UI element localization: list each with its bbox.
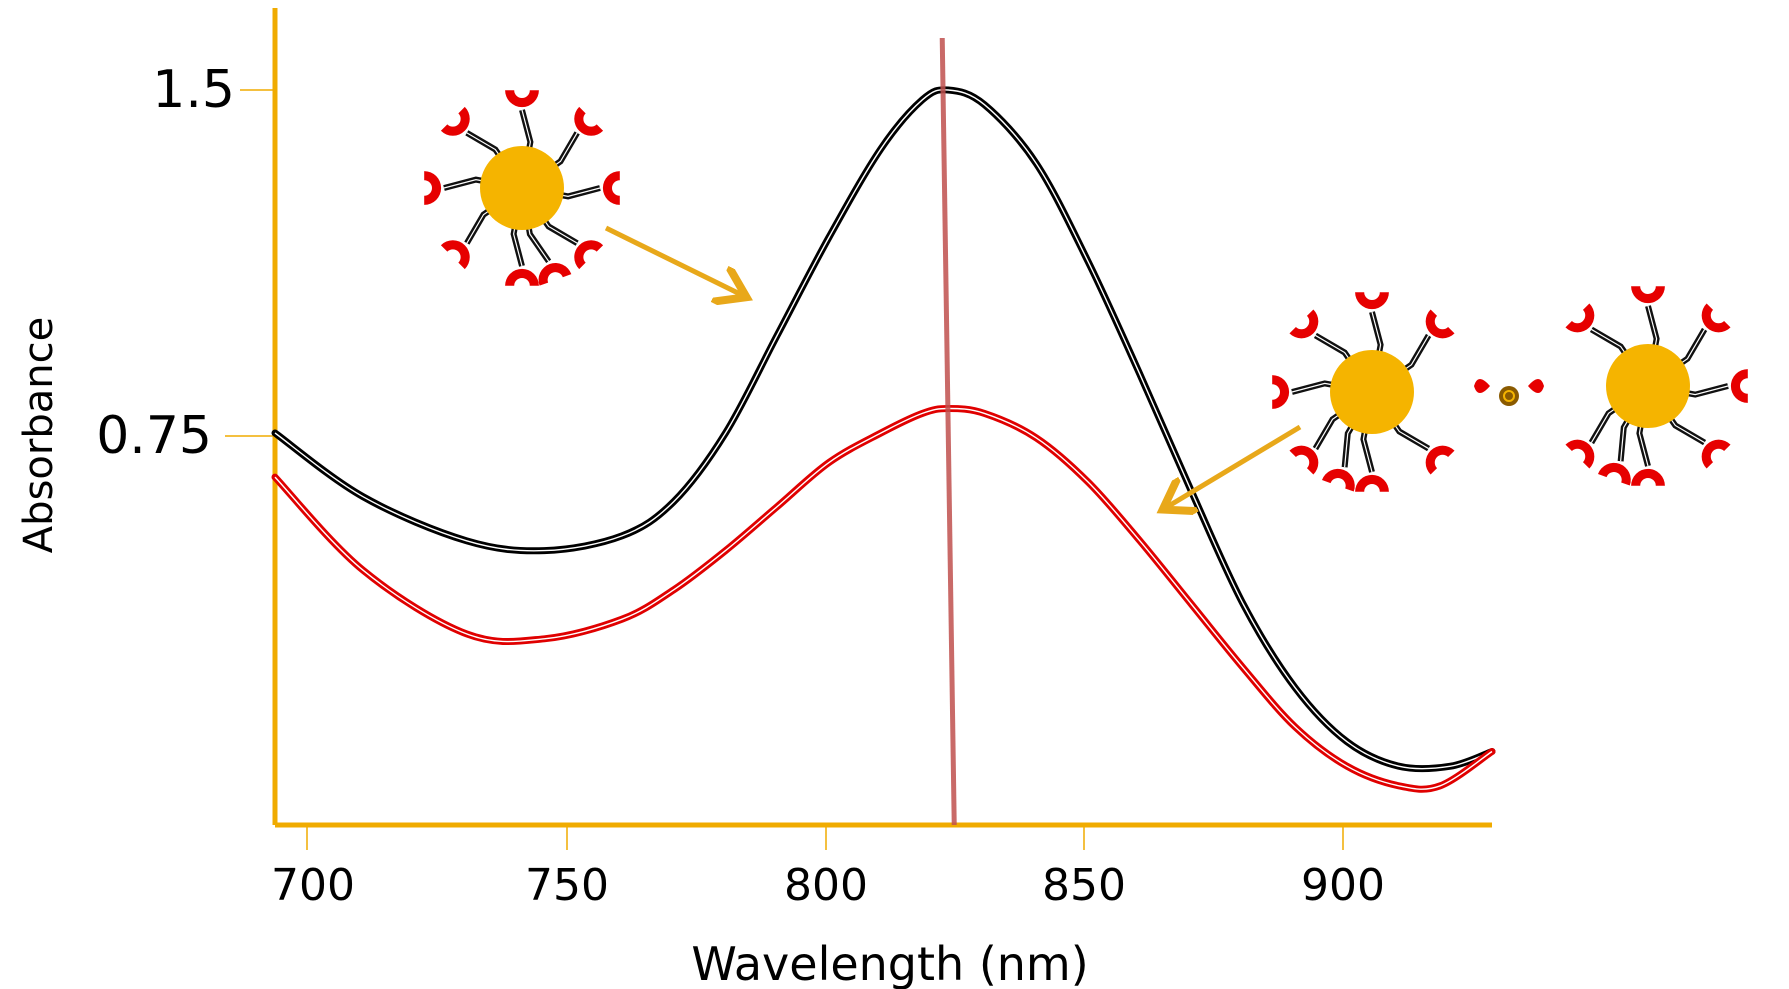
arrow-to-black-curve [604,225,742,295]
y-tick-labels: 1.5 0.75 [96,60,235,466]
y-tick-label: 1.5 [152,60,235,120]
receptor-icon [1701,303,1731,333]
dimer-nanoparticle-right [1565,286,1748,486]
receptor-icon [1631,468,1665,486]
receptor-icon [1289,445,1319,475]
dimer-bridge [1474,379,1544,406]
receptor-icon [505,90,539,108]
receptor-icon [440,240,470,270]
receptor-icon [1321,468,1355,492]
arrows [604,225,1302,507]
receptor-icon [1272,375,1290,409]
series-line-highlight-0 [274,89,1493,770]
receptor-icon [440,106,470,136]
x-tick-label: 850 [1042,860,1126,911]
receptor-icon [602,171,620,205]
arrow-to-red-curve [1167,424,1302,507]
nanoparticle-core [480,146,564,230]
receptor-icon [1355,474,1389,492]
series-layer [271,86,1496,793]
receptor-icon [538,263,572,286]
peak-marker-line [939,37,957,826]
receptor-icon [1565,439,1595,469]
x-tick-label: 900 [1301,860,1385,911]
bridge-receptor-icon [1474,379,1490,393]
dimer-nanoparticle-left [1272,292,1455,492]
y-axis-title: Absorbance [16,317,62,553]
receptor-icon [1597,462,1631,486]
target-molecule-ring [1503,390,1515,402]
receptor-icon [1425,445,1455,475]
x-tick-label: 800 [784,860,868,911]
target-molecule-icon [1499,386,1519,406]
receptor-icon [1701,439,1731,469]
receptor-icon [505,268,539,286]
receptor-icon [574,240,604,270]
x-tick-labels: 700 750 800 850 900 [271,860,1385,911]
single-nanoparticle-illustration [424,90,620,286]
nanoparticle-core [1606,344,1690,428]
receptor-icon [1425,309,1455,339]
receptor-icon [1565,303,1595,333]
axes [225,8,1492,850]
x-tick-label: 700 [271,860,355,911]
x-tick-label: 750 [525,860,609,911]
receptor-icon [1289,309,1319,339]
series-line-highlight-1 [274,407,1493,790]
receptor-icon [424,171,442,205]
receptor-icon [1631,286,1665,304]
x-axis-title: Wavelength (nm) [691,937,1088,989]
y-tick-label: 0.75 [96,406,212,466]
bridge-receptor-icon [1528,379,1544,393]
receptor-icon [574,106,604,136]
receptor-icon [1355,292,1389,310]
receptor-icon [1730,369,1748,403]
nanoparticle-core [1330,350,1414,434]
